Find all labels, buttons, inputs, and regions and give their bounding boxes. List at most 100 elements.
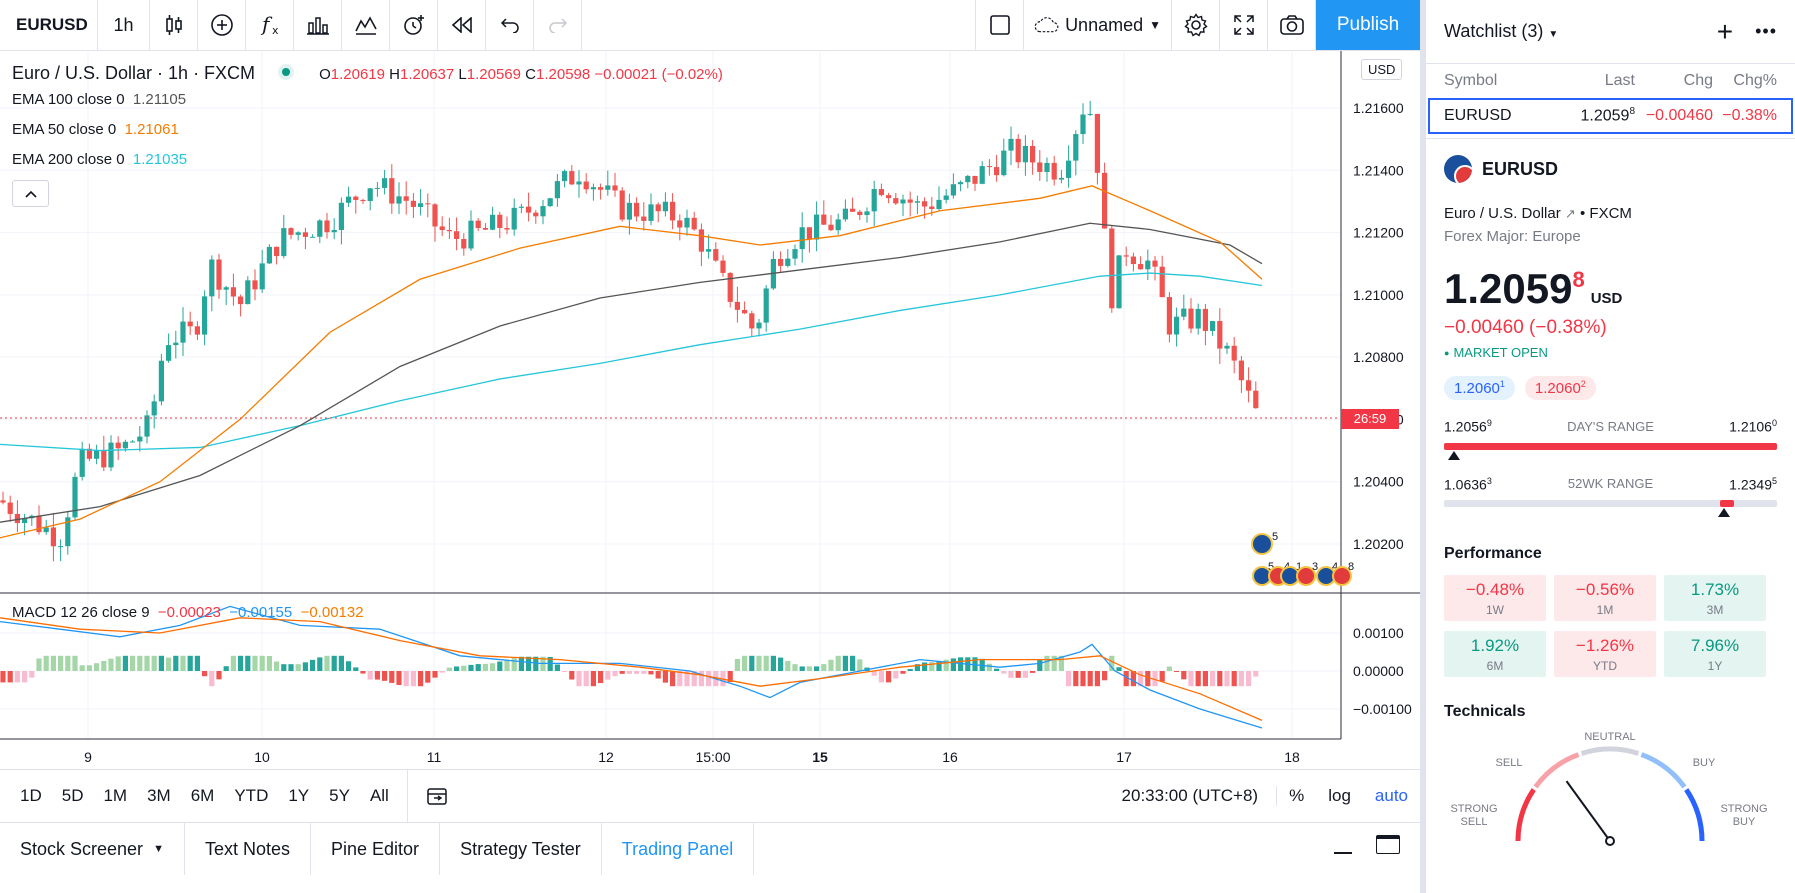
external-link-icon[interactable]: ↗	[1564, 206, 1576, 221]
row-chgp: −0.38%	[1722, 107, 1777, 124]
range-button-ytd[interactable]: YTD	[234, 785, 269, 805]
tab-pine-editor[interactable]: Pine Editor	[311, 823, 441, 875]
candles-icon[interactable]	[150, 0, 198, 50]
series-title[interactable]: Euro / U.S. Dollar · 1h · FXCM	[12, 63, 256, 83]
publish-button[interactable]: Publish	[1316, 0, 1420, 50]
select-box-icon[interactable]	[976, 0, 1024, 50]
candle-body	[547, 198, 553, 207]
percent-scale-button[interactable]: %	[1289, 786, 1305, 805]
watchlist-row[interactable]: EURUSD 1.20598 −0.00460 −0.38%	[1428, 98, 1793, 134]
watchlist-title[interactable]: Watchlist (3) ▼	[1444, 21, 1559, 41]
technicals-title[interactable]: Technicals	[1444, 703, 1526, 721]
col-chgp[interactable]: Chg%	[1733, 72, 1777, 89]
ema100-legend[interactable]: EMA 100 close 0 1.21105	[12, 91, 187, 108]
performance-cell-6m[interactable]: 1.92% 6M	[1444, 631, 1546, 678]
performance-cell-1y[interactable]: 7.96% 1Y	[1664, 631, 1766, 678]
add-compare-icon[interactable]	[198, 0, 246, 50]
symbol-search-button[interactable]: EURUSD	[0, 0, 98, 50]
candle-body	[497, 214, 503, 228]
macd-histogram-bar	[346, 661, 352, 671]
ema50-legend[interactable]: EMA 50 close 0 1.21061	[12, 121, 179, 138]
candle-body	[187, 321, 193, 327]
range-button-3m[interactable]: 3M	[147, 785, 171, 805]
chart-type-icon[interactable]	[342, 0, 390, 50]
candle-body	[353, 196, 359, 200]
days-range-high: 1.21060	[1729, 418, 1777, 435]
candle-body	[36, 515, 42, 533]
settings-icon[interactable]	[1172, 0, 1220, 50]
goto-date-icon[interactable]	[406, 769, 458, 822]
layout-name-button[interactable]: Unnamed ▼	[1024, 0, 1172, 50]
macd-histogram-bar	[562, 671, 568, 673]
price-axis-label: 1.21200	[1353, 225, 1404, 241]
candle-body	[158, 360, 164, 402]
interval-button[interactable]: 1h	[98, 0, 150, 50]
macd-histogram-bar	[1159, 671, 1165, 682]
performance-period: 6M	[1486, 658, 1504, 673]
performance-cell-1m[interactable]: −0.56% 1M	[1554, 575, 1656, 622]
tab-trading-panel[interactable]: Trading Panel	[602, 823, 755, 875]
candle-body	[806, 227, 812, 240]
col-symbol[interactable]: Symbol	[1444, 72, 1498, 89]
tab-stock-screener[interactable]: Stock Screener ▼	[0, 823, 185, 875]
row-last: 1.20598	[1580, 106, 1636, 125]
templates-icon[interactable]	[294, 0, 342, 50]
chart-area[interactable]: 1.216001.214001.212001.210001.208001.206…	[0, 51, 1420, 812]
log-scale-button[interactable]: log	[1328, 786, 1351, 805]
range-button-1y[interactable]: 1Y	[288, 785, 310, 805]
candle-body	[742, 309, 748, 314]
toolbar-spacer	[582, 0, 976, 50]
details-category[interactable]: Forex Major: Europe	[1444, 228, 1581, 245]
ema200-legend[interactable]: EMA 200 close 0 1.21035	[12, 151, 188, 168]
macd-histogram-bar	[410, 671, 416, 687]
macd-histogram-bar	[454, 666, 460, 671]
panel-divider[interactable]	[1420, 0, 1426, 893]
candle-body	[7, 502, 13, 514]
add-symbol-icon[interactable]: +	[1716, 15, 1734, 47]
performance-cell-ytd[interactable]: −1.26% YTD	[1554, 631, 1656, 678]
currency-label[interactable]: USD	[1361, 59, 1403, 80]
candle-body	[230, 287, 236, 297]
more-options-icon[interactable]: •••	[1755, 21, 1777, 41]
redo-icon[interactable]	[534, 0, 582, 50]
col-chg[interactable]: Chg	[1683, 72, 1713, 89]
col-last[interactable]: Last	[1604, 72, 1635, 89]
timezone-clock[interactable]: 20:33:00 (UTC+8)	[1110, 786, 1278, 806]
macd-legend[interactable]: MACD 12 26 close 9 −0.00023 −0.00155 −0.…	[12, 604, 364, 621]
details-exchange[interactable]: FXCM	[1589, 205, 1632, 222]
range-button-all[interactable]: All	[369, 785, 389, 805]
range-button-5d[interactable]: 5D	[61, 785, 84, 805]
minimize-panel-icon[interactable]	[1334, 851, 1352, 854]
range-button-1m[interactable]: 1M	[103, 785, 128, 805]
candle-body	[115, 442, 121, 449]
range-button-1d[interactable]: 1D	[20, 785, 42, 805]
price-chart[interactable]: 1.216001.214001.212001.210001.208001.206…	[0, 51, 1420, 769]
undo-icon[interactable]	[486, 0, 534, 50]
candle-body	[1130, 256, 1136, 265]
camera-icon[interactable]	[1268, 0, 1316, 50]
performance-cell-1w[interactable]: −0.48% 1W	[1444, 575, 1546, 622]
candle-body	[554, 181, 560, 199]
tab-text-notes[interactable]: Text Notes	[185, 823, 311, 875]
macd-histogram-bar	[936, 660, 942, 671]
tab-strategy-tester[interactable]: Strategy Tester	[440, 823, 602, 875]
candle-body	[410, 200, 416, 207]
replay-icon[interactable]	[438, 0, 486, 50]
candle-body	[821, 214, 827, 225]
candle-body	[259, 263, 265, 290]
auto-scale-button[interactable]: auto	[1374, 786, 1408, 805]
range-button-5y[interactable]: 5Y	[329, 785, 350, 805]
details-symbol[interactable]: EURUSD	[1482, 158, 1559, 179]
maximize-panel-icon[interactable]	[1376, 835, 1400, 854]
alert-icon[interactable]	[390, 0, 438, 50]
performance-cell-3m[interactable]: 1.73% 3M	[1664, 575, 1766, 622]
ask-price[interactable]: 1.20602	[1524, 376, 1596, 400]
candle-body	[94, 450, 100, 459]
collapse-legend-button[interactable]	[12, 180, 49, 207]
range-button-6m[interactable]: 6M	[190, 785, 215, 805]
fullscreen-icon[interactable]	[1220, 0, 1268, 50]
bid-price[interactable]: 1.20601	[1444, 376, 1515, 400]
days-range-label: DAY'S RANGE	[1567, 418, 1654, 434]
